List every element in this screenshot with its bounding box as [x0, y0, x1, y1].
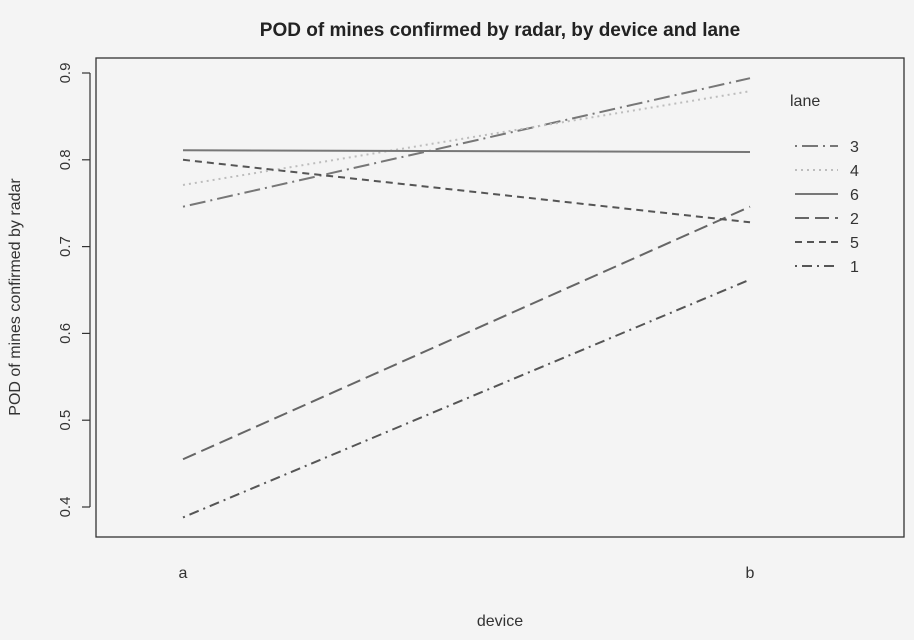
- y-tick-label: 0.7: [57, 236, 74, 257]
- x-tick-label: a: [179, 565, 188, 582]
- chart-title: POD of mines confirmed by radar, by devi…: [260, 20, 740, 41]
- y-tick-label: 0.4: [57, 497, 74, 518]
- x-axis-label: device: [477, 613, 523, 630]
- series-line-lane-2: [182, 205, 751, 461]
- y-tick-label: 0.8: [57, 149, 74, 170]
- y-axis: 0.4 0.5 0.6 0.7 0.8 0.9: [57, 63, 91, 518]
- legend-label-lane-6: 6: [850, 187, 859, 204]
- legend-label-lane-2: 2: [850, 211, 859, 228]
- y-tick-label: 0.5: [57, 410, 74, 431]
- legend-title: lane: [790, 93, 820, 110]
- y-tick-label: 0.6: [57, 323, 74, 344]
- legend-label-lane-4: 4: [850, 163, 859, 180]
- y-tick-label: 0.9: [57, 63, 74, 84]
- y-axis-label: POD of mines confirmed by radar: [7, 178, 24, 416]
- plot-frame: [95, 57, 905, 538]
- legend: lane 3 4 6 2 5 1: [790, 93, 859, 276]
- legend-label-lane-3: 3: [850, 139, 859, 156]
- legend-label-lane-5: 5: [850, 235, 859, 252]
- series-line-lane-6: [182, 149, 751, 153]
- series-line-lane-1: [182, 278, 751, 519]
- series-line-lane-3: [182, 77, 751, 208]
- series-lines: [182, 77, 751, 519]
- legend-label-lane-1: 1: [850, 259, 859, 276]
- x-tick-label: b: [746, 565, 755, 582]
